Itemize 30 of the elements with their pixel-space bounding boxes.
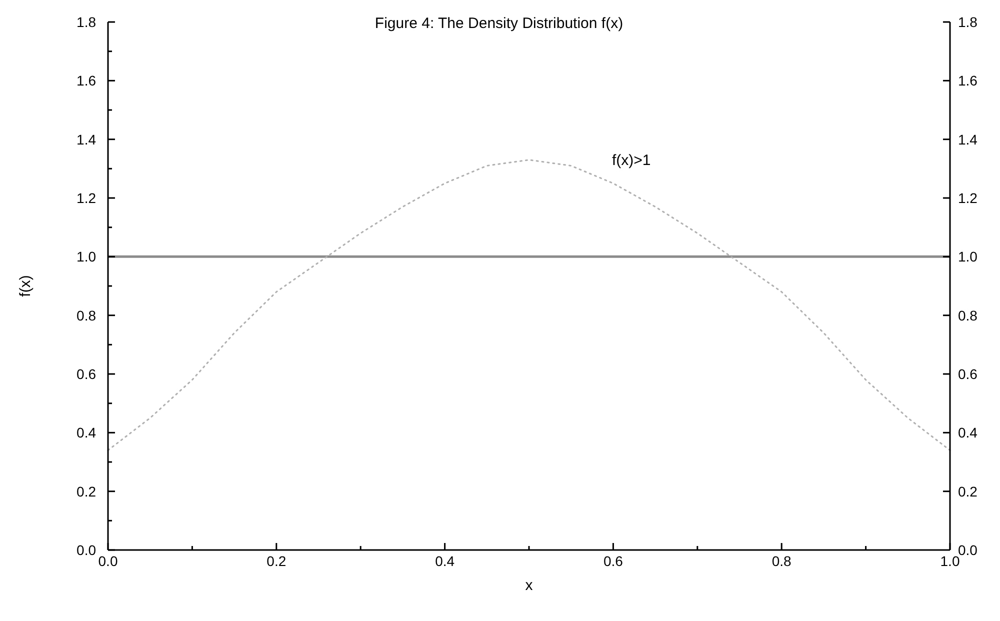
y-tick-label: 0.2 bbox=[76, 483, 96, 500]
y-tick-label: 1.8 bbox=[76, 14, 96, 30]
x-tick-label: 0.6 bbox=[603, 553, 624, 569]
y2-tick-label: 0.6 bbox=[958, 366, 978, 382]
y-tick-label: 1.2 bbox=[76, 190, 96, 206]
y-tick-label: 0.0 bbox=[76, 542, 96, 558]
y-tick-label: 1.4 bbox=[76, 131, 96, 148]
y2-tick-label: 1.6 bbox=[958, 72, 978, 89]
y-tick-label: 0.8 bbox=[76, 307, 96, 324]
y2-tick-label: 0.2 bbox=[958, 483, 978, 500]
x-tick-label: 0.0 bbox=[98, 553, 118, 569]
y-axis-title: f(x) bbox=[17, 275, 34, 297]
x-tick-label: 1.0 bbox=[940, 553, 960, 569]
y2-tick-label: 1.4 bbox=[958, 131, 978, 148]
x-tick-label: 0.4 bbox=[435, 553, 455, 569]
x-tick-label: 0.2 bbox=[266, 553, 286, 569]
y2-tick-label: 0.4 bbox=[958, 424, 978, 441]
y2-tick-label: 1.0 bbox=[958, 248, 978, 265]
y-tick-label: 0.6 bbox=[76, 366, 96, 382]
y-tick-label: 0.4 bbox=[76, 424, 96, 441]
y2-tick-label: 1.8 bbox=[958, 14, 978, 30]
x-axis-title: x bbox=[525, 577, 534, 594]
y-tick-label: 1.0 bbox=[76, 248, 96, 265]
y2-tick-label: 0.8 bbox=[958, 307, 978, 324]
x-tick-label: 0.8 bbox=[772, 553, 792, 569]
annotation: f(x)>1 bbox=[612, 152, 651, 169]
y2-tick-label: 1.2 bbox=[958, 190, 978, 206]
y-tick-label: 1.6 bbox=[76, 72, 96, 89]
chart-title: Figure 4: The Density Distribution f(x) bbox=[374, 15, 624, 32]
y2-tick-label: 0.0 bbox=[958, 542, 978, 558]
